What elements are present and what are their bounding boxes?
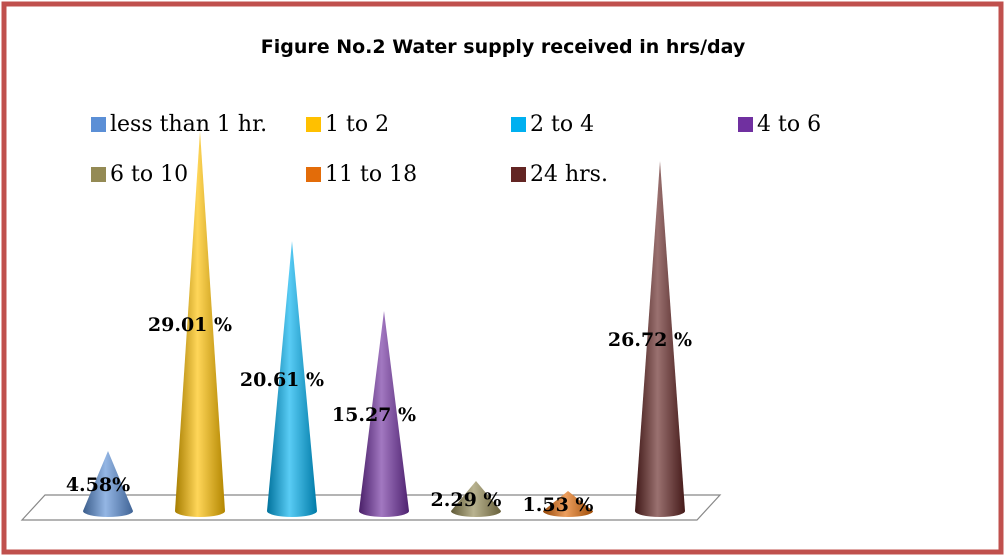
legend-swatch <box>91 167 106 182</box>
data-label: 20.61 % <box>240 369 324 391</box>
legend-label: 6 to 10 <box>110 162 188 187</box>
cone <box>83 451 133 517</box>
data-label: 2.29 % <box>431 489 502 511</box>
legend-label: less than 1 hr. <box>110 112 267 137</box>
cone <box>175 130 225 517</box>
data-label: 26.72 % <box>608 329 692 351</box>
cone <box>359 310 409 517</box>
data-label: 1.53 % <box>523 494 594 516</box>
legend-label: 24 hrs. <box>530 162 608 187</box>
legend-swatch <box>511 167 526 182</box>
cone <box>635 160 685 517</box>
legend-swatch <box>511 117 526 132</box>
legend-swatch <box>738 117 753 132</box>
legend-swatch <box>306 167 321 182</box>
legend-label: 4 to 6 <box>757 112 821 137</box>
data-label: 4.58% <box>66 474 130 496</box>
legend-swatch <box>306 117 321 132</box>
cone <box>543 490 593 517</box>
legend-label: 11 to 18 <box>325 162 417 187</box>
cone <box>267 241 317 517</box>
data-label: 15.27 % <box>332 404 416 426</box>
legend-swatch <box>91 117 106 132</box>
cone <box>451 481 501 517</box>
legend-label: 2 to 4 <box>530 112 594 137</box>
data-label: 29.01 % <box>148 314 232 336</box>
chart-title: Figure No.2 Water supply received in hrs… <box>261 36 746 58</box>
legend-label: 1 to 2 <box>325 112 389 137</box>
